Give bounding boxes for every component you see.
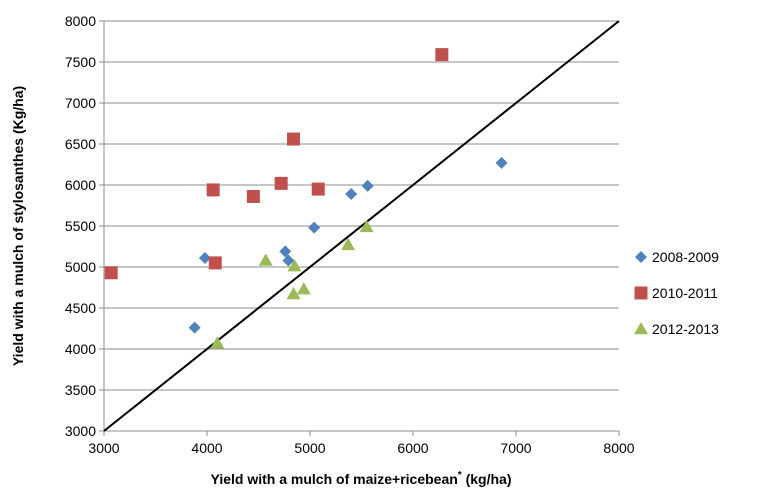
y-tick-label: 3000	[65, 423, 96, 439]
data-point-diamond	[361, 179, 374, 192]
x-tick-label: 7000	[500, 440, 531, 456]
data-point-diamond	[279, 245, 292, 258]
y-tick-label: 5000	[65, 259, 96, 275]
legend-label: 2012-2013	[652, 321, 719, 337]
x-axis-title-unit: (kg/ha)	[462, 471, 512, 487]
reference-line	[103, 20, 620, 432]
x-axis-title-superscript: *	[458, 470, 462, 481]
data-point-triangle	[287, 259, 302, 272]
x-axis-title-text: Yield with a mulch of maize+ricebean	[211, 471, 458, 487]
data-point-diamond	[345, 188, 358, 201]
legend: 2008-2009 2010-2011 2012-2013	[634, 249, 719, 337]
y-axis-title: Yield with a mulch of stylosanthes (Kg/h…	[10, 86, 26, 366]
axes	[99, 20, 620, 436]
x-tick-label: 6000	[397, 440, 428, 456]
y-tick-label: 8000	[65, 13, 96, 29]
y-tick-label: 7000	[65, 95, 96, 111]
data-point-square	[287, 132, 301, 146]
data-point-triangle	[359, 219, 374, 233]
legend-marker-triangle	[634, 322, 648, 335]
x-tick-label: 5000	[294, 440, 325, 456]
data-point-diamond	[282, 254, 295, 267]
data-point-square	[208, 256, 222, 270]
data-point-square	[274, 176, 288, 190]
y-tick-labels: 3000 3500 4000 4500 5000 5500 6000 6500 7000 7500…	[65, 13, 96, 439]
y-tick-label: 4500	[65, 300, 96, 316]
legend-label: 2010-2011	[652, 285, 718, 301]
x-tick-labels: 3000 4000 5000 6000 7000 8000	[88, 440, 634, 456]
reference-line-group	[103, 20, 620, 432]
legend-marker-square	[634, 286, 648, 300]
data-point-triangle	[286, 287, 301, 300]
x-tick-label: 8000	[603, 440, 634, 456]
y-tick-label: 5500	[65, 218, 96, 234]
data-point-diamond	[495, 156, 508, 169]
data-point-square	[246, 189, 260, 203]
x-tick-label: 3000	[88, 440, 119, 456]
y-tick-label: 3500	[65, 382, 96, 398]
data-point-diamond	[188, 321, 201, 334]
data-point-square	[104, 266, 118, 280]
y-tick-label: 6000	[65, 177, 96, 193]
data-point-diamond	[308, 221, 321, 234]
legend-label: 2008-2009	[652, 249, 719, 265]
data-point-diamond	[198, 251, 211, 264]
data-point-square	[311, 182, 325, 196]
gridlines	[104, 20, 619, 391]
y-tick-label: 6500	[65, 136, 96, 152]
legend-marker-diamond	[635, 251, 647, 263]
data-point-square	[435, 48, 449, 62]
x-tick-label: 4000	[191, 440, 222, 456]
data-point-triangle	[341, 237, 356, 251]
x-axis-title: Yield with a mulch of maize+ricebean* (k…	[211, 470, 512, 487]
data-point-triangle	[210, 336, 225, 349]
y-tick-label: 7500	[65, 54, 96, 70]
data-points	[104, 48, 508, 349]
data-point-square	[206, 183, 220, 197]
y-tick-label: 4000	[65, 341, 96, 357]
data-point-triangle	[258, 253, 273, 266]
data-point-triangle	[296, 282, 311, 295]
